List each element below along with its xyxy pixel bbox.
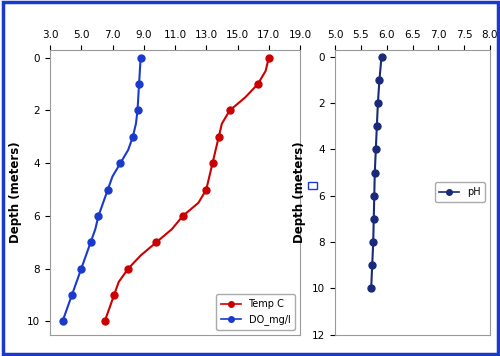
Legend: Temp C, DO_mg/l: Temp C, DO_mg/l — [216, 294, 295, 330]
Y-axis label: Depth (meters): Depth (meters) — [8, 141, 22, 243]
Legend: pH: pH — [434, 182, 485, 202]
Y-axis label: Depth (meters): Depth (meters) — [294, 141, 306, 243]
